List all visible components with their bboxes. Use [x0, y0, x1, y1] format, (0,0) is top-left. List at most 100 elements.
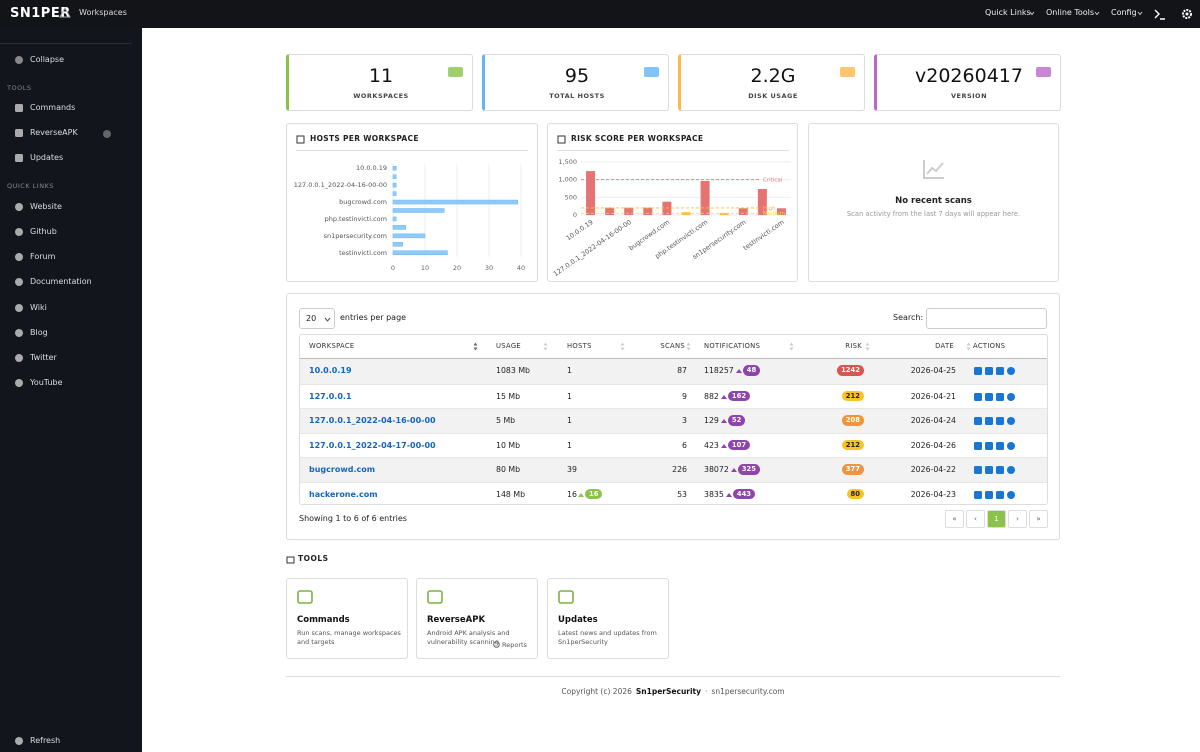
dropdown-caret — [1137, 11, 1143, 16]
action-icon[interactable] — [995, 416, 1005, 426]
reports-link[interactable]: Reports — [502, 641, 527, 649]
action-icon[interactable] — [1006, 392, 1016, 402]
sort-arrows — [789, 342, 794, 351]
column-header[interactable]: WORKSPACE — [309, 342, 355, 350]
page-size-select[interactable]: 20 — [299, 308, 335, 329]
action-icon[interactable] — [973, 465, 983, 475]
y-tick-label: 10.0.0.19 — [356, 164, 387, 172]
usage-cell: 1083 Mb — [496, 366, 530, 375]
pagination-label[interactable]: « — [952, 515, 957, 523]
column-header[interactable]: HOSTS — [567, 342, 592, 350]
sidebar-collapse[interactable]: Collapse — [30, 55, 64, 64]
sidebar-link[interactable]: Updates — [30, 153, 64, 162]
action-icon[interactable] — [973, 441, 983, 451]
settings-icon[interactable] — [1181, 8, 1193, 20]
sidebar-link[interactable]: Wiki — [30, 303, 47, 312]
search-input[interactable] — [926, 308, 1047, 329]
sidebar-link[interactable]: Website — [30, 202, 62, 211]
search-label: Search: — [893, 313, 924, 322]
column-header[interactable]: ACTIONS — [973, 342, 1006, 350]
chart-title-rule — [557, 150, 789, 151]
caret — [324, 317, 331, 322]
pagination-label[interactable]: ‹ — [974, 515, 977, 523]
bar — [757, 188, 767, 215]
sidebar-link[interactable]: Github — [30, 227, 57, 236]
tool-card[interactable]: Updates Latest news and updates from Sn1p… — [547, 578, 669, 659]
column-header[interactable]: USAGE — [496, 342, 522, 350]
workspace-link[interactable]: 127.0.0.1 — [309, 391, 352, 401]
action-icon[interactable] — [984, 392, 994, 402]
sidebar-link[interactable]: Documentation — [30, 277, 92, 286]
workspace-link[interactable]: hackerone.com — [309, 489, 378, 499]
action-icon[interactable] — [984, 465, 994, 475]
action-icon[interactable] — [1006, 490, 1016, 500]
sidebar-link[interactable]: Blog — [30, 328, 48, 337]
sidebar-link[interactable]: YouTube — [30, 378, 63, 387]
column-header[interactable]: NOTIFICATIONS — [704, 342, 761, 350]
sidebar-link[interactable]: Forum — [30, 252, 56, 261]
nav-menu-item[interactable]: Quick Links — [985, 8, 1031, 17]
action-icon[interactable] — [995, 465, 1005, 475]
action-icon[interactable] — [973, 416, 983, 426]
footer-site[interactable]: sn1persecurity.com — [711, 687, 785, 696]
column-header[interactable]: DATE — [935, 342, 954, 350]
hosts-cell: 1 — [567, 366, 572, 375]
column-header[interactable]: SCANS — [660, 342, 685, 350]
bar — [392, 208, 445, 213]
action-icon[interactable] — [995, 490, 1005, 500]
sort-arrows — [686, 342, 691, 351]
action-icon[interactable] — [995, 392, 1005, 402]
sidebar-icon — [15, 154, 23, 162]
bar — [392, 182, 397, 188]
nav-menu-item[interactable]: Config — [1111, 8, 1137, 17]
nav-menu-item[interactable]: Online Tools — [1046, 8, 1095, 17]
x-tick-label: 20 — [453, 264, 461, 272]
tool-card[interactable]: ReverseAPK Android APK analysis and vulne… — [416, 578, 538, 659]
pagination-label[interactable]: › — [1016, 515, 1019, 523]
action-icon[interactable] — [973, 490, 983, 500]
action-icon[interactable] — [1006, 416, 1016, 426]
action-icon-shape — [974, 490, 982, 499]
workspace-link[interactable]: 127.0.0.1_2022-04-16-00-00 — [309, 416, 436, 425]
date-cell: 2026-04-23 — [910, 489, 956, 499]
caret — [730, 468, 737, 472]
sort-icon — [620, 342, 625, 351]
top-nav: SN1PER Workspaces Quick Links Online Tool… — [0, 0, 1200, 28]
sidebar-icon-shape — [15, 154, 23, 162]
brand[interactable]: SN1PER — [10, 6, 71, 21]
sidebar-refresh[interactable]: Refresh — [30, 736, 61, 745]
action-icon[interactable] — [1006, 441, 1016, 451]
workspace-link[interactable]: 10.0.0.19 — [309, 366, 352, 375]
pagination-button[interactable]: › — [1008, 510, 1027, 528]
action-icon[interactable] — [984, 490, 994, 500]
pagination-button[interactable]: 1 — [987, 510, 1006, 528]
action-icon[interactable] — [995, 366, 1005, 376]
pagination-label[interactable]: » — [1036, 515, 1041, 523]
workspace-link[interactable]: bugcrowd.com — [309, 465, 376, 474]
action-icon[interactable] — [984, 441, 994, 451]
tool-card[interactable]: Commands Run scans, manage workspaces and… — [286, 578, 408, 659]
action-icon[interactable] — [984, 416, 994, 426]
sidebar-link[interactable]: Twitter — [30, 353, 57, 362]
action-icon[interactable] — [973, 392, 983, 402]
sidebar-link[interactable]: ReverseAPK — [30, 128, 78, 137]
pagination-button[interactable]: » — [1029, 510, 1048, 528]
column-header[interactable]: RISK — [845, 342, 862, 350]
sidebar-icon — [15, 129, 23, 137]
bar — [586, 171, 596, 215]
workspace-link[interactable]: 127.0.0.1_2022-04-17-00-00 — [309, 440, 436, 450]
action-icon[interactable] — [1006, 366, 1016, 376]
sidebar-link[interactable]: Commands — [30, 103, 76, 112]
pagination-button[interactable]: « — [945, 510, 964, 528]
pagination-label[interactable]: 1 — [994, 515, 999, 523]
action-icon[interactable] — [995, 441, 1005, 451]
action-icon-shape — [985, 466, 993, 474]
bar — [719, 212, 729, 215]
action-icon[interactable] — [984, 366, 994, 376]
pagination-button[interactable]: ‹ — [966, 510, 985, 528]
action-icon[interactable] — [973, 366, 983, 376]
sidebar-icon-shape — [15, 354, 23, 362]
table-row: bugcrowd.com 80 Mb 39 226 38072 325 377 2026-04… — [300, 457, 1047, 482]
terminal-icon[interactable] — [1154, 8, 1166, 20]
action-icon[interactable] — [1006, 465, 1016, 475]
